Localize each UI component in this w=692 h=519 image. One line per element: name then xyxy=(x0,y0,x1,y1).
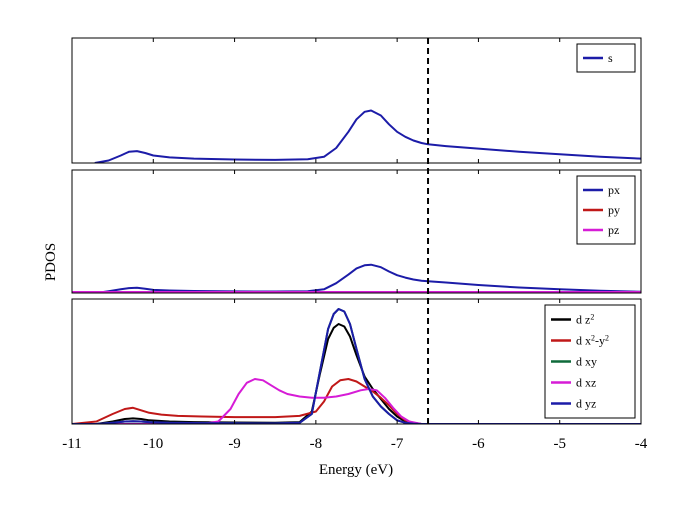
x-tick-label: -7 xyxy=(391,436,404,452)
x-tick-label: -8 xyxy=(310,436,323,452)
x-tick-label: -6 xyxy=(472,436,485,452)
x-tick-label: -10 xyxy=(143,436,163,452)
legend-p: px py pz xyxy=(576,175,636,245)
legend-label: d xy xyxy=(576,355,597,369)
x-tick-label: -11 xyxy=(62,436,81,452)
legend-box xyxy=(576,175,636,245)
panel-frame xyxy=(71,37,642,164)
panel-frame xyxy=(71,169,642,294)
x-axis: -11 -10 -9 -8 -7 -6 -5 -4 xyxy=(62,436,647,452)
legend-label: pz xyxy=(608,223,619,237)
x-tick-label: -5 xyxy=(553,436,566,452)
series-line-px xyxy=(72,263,641,293)
legend-d: d z2 d x2-y2 d xy d xz d yz xyxy=(544,304,636,419)
panel-d xyxy=(72,308,641,424)
series-line-s xyxy=(94,109,641,163)
legend-s: s xyxy=(576,43,636,73)
legend-label: d z2 xyxy=(576,312,594,327)
x-axis-title: Energy (eV) xyxy=(319,462,393,478)
x-tick-label: -4 xyxy=(635,436,648,452)
series-line-d-xz xyxy=(72,378,641,424)
x-tick-label: -9 xyxy=(228,436,241,452)
series-line-d-yz xyxy=(72,308,641,424)
legend-label: d xz xyxy=(576,376,596,390)
legend-label: px xyxy=(608,183,620,197)
panel-frames xyxy=(71,37,642,425)
y-axis-title: PDOS xyxy=(43,243,59,281)
legends: s px py pz d z2 d x2-y2 d xy d xz d yz xyxy=(544,43,636,419)
legend-box xyxy=(576,43,636,73)
legend-label: s xyxy=(608,51,613,65)
panel-frame xyxy=(71,298,642,425)
legend-label: py xyxy=(608,203,620,217)
legend-label: d yz xyxy=(576,397,596,411)
legend-label: d x2-y2 xyxy=(576,333,609,348)
panel-s xyxy=(94,109,641,163)
series-line-d-z-2 xyxy=(72,323,641,424)
